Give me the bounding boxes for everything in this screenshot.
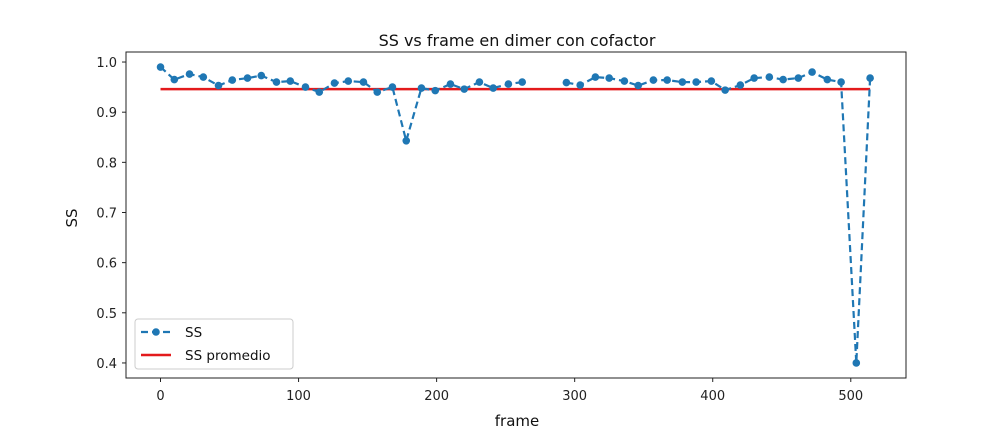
chart-title: SS vs frame en dimer con cofactor (379, 31, 656, 50)
ss-data-point (663, 76, 671, 84)
ss-data-point (750, 74, 758, 82)
ss-data-point (214, 81, 223, 90)
ss-data-point (301, 83, 310, 91)
ss-data-point (518, 78, 527, 86)
ss-series-line (159, 66, 523, 145)
ss-data-point (721, 86, 729, 94)
ss-data-point (692, 78, 700, 86)
ss-data-point (359, 78, 368, 86)
x-tick-label: 0 (156, 389, 164, 404)
x-axis-label: frame (495, 412, 539, 430)
ss-data-point (489, 84, 498, 92)
y-tick-label: 0.7 (96, 206, 117, 221)
ss-data-point (649, 76, 658, 84)
ss-data-point (257, 71, 266, 80)
ss-data-point (837, 78, 845, 86)
ss-data-point (243, 74, 252, 82)
ss-data-point (794, 74, 803, 82)
ss-series-line (566, 70, 872, 364)
x-tick-label: 500 (838, 389, 863, 404)
plot-area (125, 51, 907, 379)
ss-data-point (446, 80, 455, 88)
ss-data-point (156, 63, 165, 71)
ss-data-point (765, 73, 774, 81)
y-tick-label: 0.8 (96, 156, 117, 171)
ss-data-point (605, 74, 613, 82)
legend-box (134, 318, 294, 370)
ss-data-point (576, 81, 584, 89)
legend: SS SS promedio (134, 318, 294, 370)
y-tick-label: 0.9 (96, 106, 117, 121)
ss-data-point (402, 136, 411, 145)
ss-data-point (736, 81, 745, 89)
ss-data-point (475, 78, 484, 86)
y-tick-label: 0.6 (96, 257, 117, 272)
ss-data-point (707, 77, 716, 85)
ss-data-point (330, 79, 339, 87)
ss-data-point (460, 85, 469, 93)
legend-average-label: SS promedio (185, 348, 271, 364)
legend-ss-marker (152, 328, 160, 336)
ss-data-point (373, 88, 382, 96)
y-tick-label: 0.4 (96, 357, 117, 372)
ss-data-point (823, 75, 832, 84)
ss-data-point (272, 78, 281, 86)
x-tick-label: 100 (286, 389, 311, 404)
plot-frame (125, 51, 907, 379)
x-tick-label: 200 (424, 389, 449, 404)
ss-data-point (388, 83, 397, 91)
ss-data-point (344, 77, 353, 85)
ss-data-point (170, 75, 179, 84)
ss-data-point (417, 84, 426, 92)
axes-ticks: 0 100 200 300 400 500 0.4 0.5 0.6 0.7 0.8 0.9 1.0 (96, 56, 863, 404)
ss-data-point (228, 76, 237, 84)
x-tick-label: 300 (562, 389, 587, 404)
ss-data-point (199, 73, 208, 81)
ss-data-point (779, 75, 787, 84)
ss-data-point (315, 88, 324, 96)
y-tick-label: 0.5 (96, 307, 117, 322)
y-tick-label: 1.0 (96, 56, 117, 71)
x-tick-label: 400 (700, 389, 725, 404)
ss-data-point (808, 68, 816, 76)
ss-data-point (562, 78, 571, 87)
ss-data-point (634, 81, 642, 90)
y-axis-label: SS (63, 208, 81, 227)
ss-data-point (591, 73, 600, 81)
ss-data-point (185, 70, 194, 78)
ss-data-point (286, 77, 295, 85)
ss-data-point (504, 80, 513, 88)
ss-data-point (620, 77, 629, 85)
ss-data-point (431, 86, 440, 95)
ss-data-point (678, 78, 687, 86)
ss-data-point (866, 74, 874, 82)
legend-ss-label: SS (185, 325, 202, 341)
ss-data-point (852, 359, 861, 367)
